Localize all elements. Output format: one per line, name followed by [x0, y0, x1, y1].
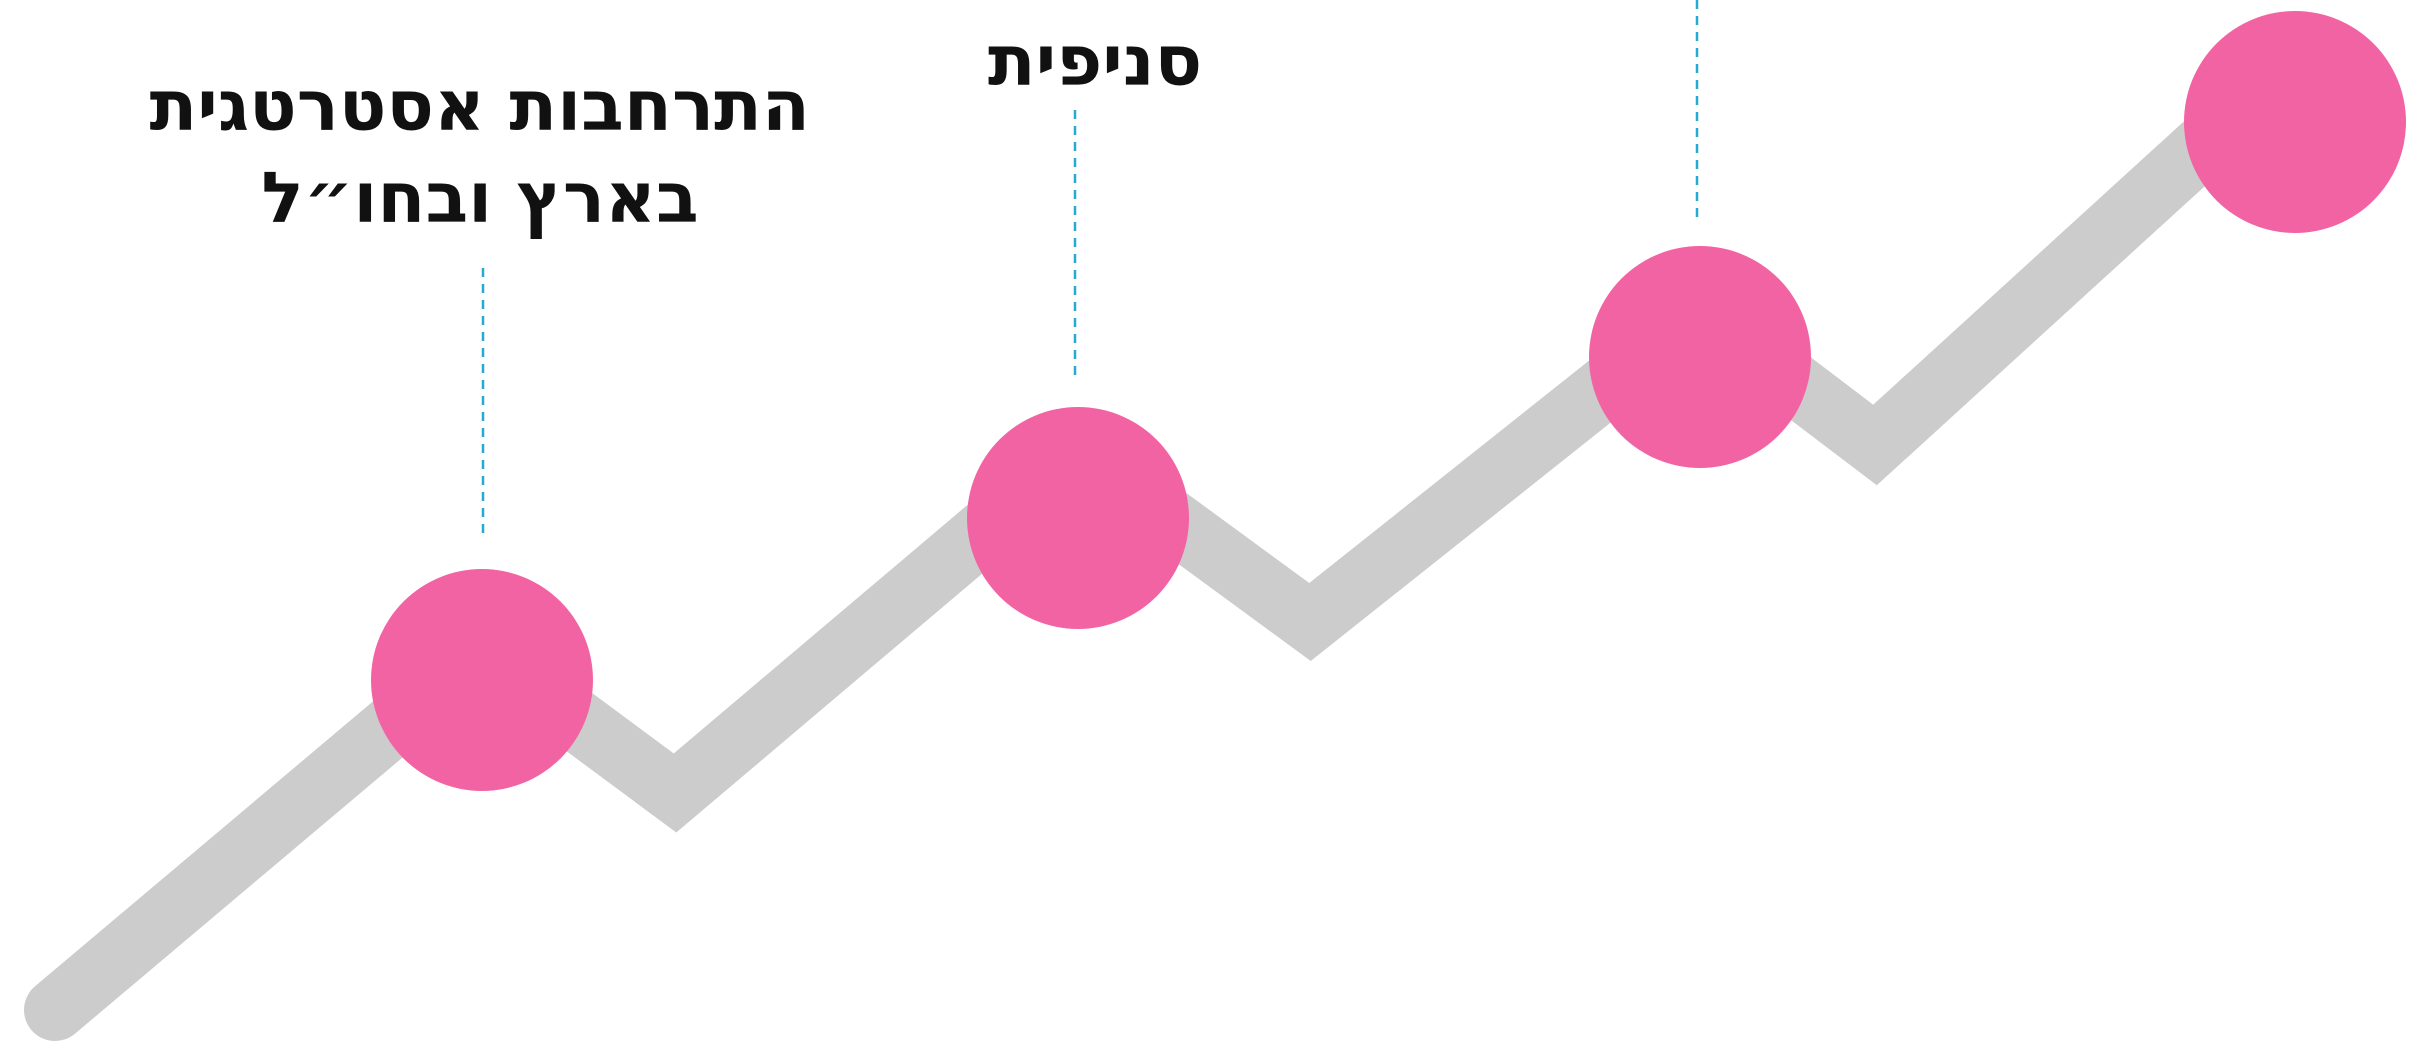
milestone-label: התרחבות אסטרטגית בארץ ובחו״ל: [149, 60, 810, 244]
milestone-label: סניפית: [935, 15, 1255, 107]
milestone-node: [1589, 246, 1811, 468]
milestone-label-line: סניפית: [987, 20, 1203, 102]
milestone-node: [967, 407, 1189, 629]
milestone-label-line: התרחבות אסטרטגית: [149, 65, 810, 147]
milestone-node: [371, 569, 593, 791]
milestone-node: [2184, 11, 2406, 233]
milestone-label-line: בארץ ובחו״ל: [261, 157, 699, 239]
